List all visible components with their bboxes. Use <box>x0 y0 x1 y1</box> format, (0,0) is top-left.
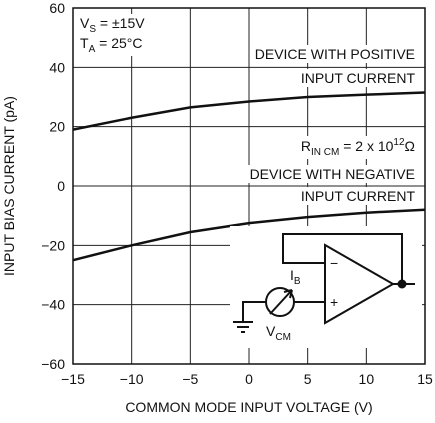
x-tick-label: 15 <box>417 371 433 387</box>
label-background <box>297 69 419 87</box>
y-tick-label: 20 <box>49 119 65 135</box>
series-label: INPUT CURRENT <box>301 70 416 86</box>
y-tick-label: 40 <box>49 59 65 75</box>
label-background <box>77 34 146 56</box>
y-tick-label: −60 <box>41 356 65 372</box>
plot-frame <box>72 7 426 365</box>
y-tick-label: −40 <box>41 297 65 313</box>
y-tick-label: 60 <box>49 0 65 16</box>
label-background <box>77 14 149 36</box>
source-label: VCM <box>266 323 291 343</box>
plus-label: + <box>330 294 338 310</box>
x-tick-label: −15 <box>61 371 85 387</box>
resistance-label-part: 12 <box>393 137 405 148</box>
condition-label-part: T <box>80 35 89 51</box>
resistance-label-part: = 2 x 10 <box>339 138 393 154</box>
condition-label-part: S <box>89 24 96 35</box>
label-background <box>297 187 419 205</box>
condition-label: TA = 25°C <box>80 35 142 55</box>
condition-label-part: A <box>89 44 96 55</box>
condition-label-part: V <box>80 15 90 31</box>
x-tick-label: 0 <box>245 371 253 387</box>
series-label: DEVICE WITH POSITIVE <box>255 46 415 62</box>
resistance-label-part: IN CM <box>311 147 339 158</box>
x-tick-label: −5 <box>182 371 198 387</box>
y-tick-label: −20 <box>41 237 65 253</box>
x-tick-label: 5 <box>304 371 312 387</box>
ground <box>233 321 253 333</box>
op-amp <box>324 243 396 325</box>
x-tick-label: 10 <box>359 371 375 387</box>
minus-label: − <box>330 255 338 271</box>
y-axis-label: INPUT BIAS CURRENT (pA) <box>1 96 17 276</box>
series-label: INPUT CURRENT <box>301 188 416 204</box>
series-line <box>72 91 426 131</box>
label-background <box>251 45 418 63</box>
circuit: − + IB VCM <box>230 226 422 348</box>
y-tick-label: 0 <box>57 178 65 194</box>
condition-label: VS = ±15V <box>80 15 145 35</box>
current-arrow <box>269 289 293 315</box>
current-label: IB <box>290 267 301 287</box>
x-tick-label: −10 <box>120 371 144 387</box>
x-axis-label: COMMON MODE INPUT VOLTAGE (V) <box>125 399 372 415</box>
resistance-label-part: Ω <box>405 138 415 154</box>
series-label: DEVICE WITH NEGATIVE <box>250 166 415 182</box>
resistance-label-part: R <box>301 138 311 154</box>
resistance-label: RIN CM = 2 x 1012Ω <box>301 137 415 158</box>
label-background <box>297 136 418 159</box>
label-background <box>246 165 418 183</box>
condition-label-part: = ±15V <box>96 15 145 31</box>
output-node <box>397 279 407 289</box>
series-line <box>72 208 426 262</box>
condition-label-part: = 25°C <box>95 35 142 51</box>
